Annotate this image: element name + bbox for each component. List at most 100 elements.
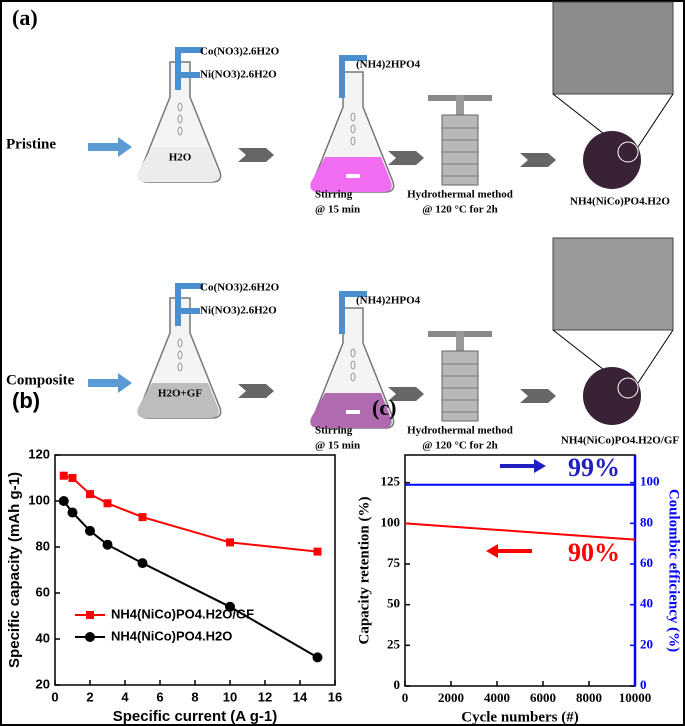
y2-tick-label: 60: [640, 555, 653, 570]
legend-label: NH4(NiCo)PO4.H2O/GF: [111, 606, 254, 621]
chevron: [388, 387, 424, 401]
y-tick-label: 100: [28, 492, 50, 507]
y-tick-label: 125: [381, 474, 401, 489]
chevron: [238, 384, 274, 398]
hydrothermal: @ 120 °C for 2h: [422, 440, 498, 452]
hydrothermal: @ 120 °C for 2h: [422, 204, 498, 216]
hydrothermal: Hydrothermal method: [407, 189, 513, 201]
legend-marker: [86, 611, 94, 619]
x-tick-label: 2000: [438, 690, 464, 705]
stir-bar: [346, 410, 360, 414]
y-axis-label: Capacity retention (%): [356, 496, 372, 644]
stir-bar: [346, 174, 360, 178]
marker: [313, 547, 322, 556]
autoclave-body: [441, 114, 479, 186]
marker: [102, 539, 113, 550]
y2-axis-label: Coulombic efficiency (%): [666, 489, 682, 652]
x-tick-label: 6: [156, 689, 163, 704]
flask-mark: [177, 126, 183, 136]
chart: (b) 0 2 4 6 8 10 12 14 16 20 40 60 80 100 120 Specific c…: [6, 388, 342, 725]
flask-mark: [350, 136, 356, 146]
stirring: Stirring: [315, 425, 353, 437]
y-tick-label: 100: [381, 514, 401, 529]
marker: [68, 474, 77, 482]
flask-mark: [177, 350, 183, 360]
arrow-head: [534, 459, 546, 473]
x-tick-label: 10: [223, 689, 237, 704]
plot-frame: [54, 454, 336, 686]
sem-image: [552, 1, 674, 95]
y-tick-label: 0: [394, 677, 401, 692]
flask-content: H2O: [169, 152, 192, 164]
autoclave-body: [441, 350, 479, 422]
reagent: Ni(NO3)2.6H2O: [200, 69, 277, 81]
y2-tick-label: 100: [640, 474, 660, 489]
x-axis-label: Specific current (A g-1): [113, 708, 277, 725]
annotation: 99%: [568, 453, 620, 482]
product-sphere: [583, 367, 641, 425]
stirring: @ 15 min: [315, 204, 360, 216]
zoom-line: [635, 329, 674, 387]
autoclave-stem: [456, 95, 464, 115]
flask-mark: [350, 360, 356, 370]
flask-mark: [177, 338, 183, 348]
flask-mark: [350, 372, 356, 382]
additive: (NH4)2HPO4: [356, 295, 421, 307]
marker: [67, 507, 78, 518]
marker: [58, 496, 69, 506]
additive: (NH4)2HPO4: [356, 59, 421, 71]
flask-mark: [350, 124, 356, 134]
x-tick-label: 4: [121, 689, 129, 704]
chart: (c)0 2000 4000 6000 8000 10000025507510012502…: [356, 395, 681, 725]
hydrothermal: Hydrothermal method: [407, 425, 513, 437]
marker: [226, 538, 234, 547]
liquid: [137, 383, 219, 418]
y-tick-label: 60: [36, 584, 50, 599]
row-label: Pristine: [6, 136, 56, 152]
y-tick-label: 50: [387, 596, 400, 611]
arrow-head: [486, 544, 498, 558]
flask-mark: [350, 348, 356, 358]
x-tick-label: 0: [51, 689, 58, 704]
flask-mark: [177, 362, 183, 372]
marker: [137, 558, 148, 569]
panel-label: (a): [12, 5, 38, 30]
product: NH4(NiCo)PO4.H2O/GF: [561, 435, 680, 447]
plot-frame: [404, 454, 636, 687]
product: NH4(NiCo)PO4.H2O: [570, 196, 670, 208]
x-tick-label: 10000: [619, 690, 652, 705]
legend-label: NH4(NiCo)PO4.H2O: [111, 628, 232, 643]
y-tick-label: 25: [387, 636, 401, 651]
y-tick-label: 80: [36, 538, 50, 553]
product-sphere: [583, 131, 641, 189]
x-tick-label: 16: [328, 689, 342, 704]
flask-mark: [350, 112, 356, 122]
zoom-spot: [617, 377, 639, 399]
zoom-line: [635, 93, 674, 151]
chevron: [520, 153, 556, 167]
flask-content: H2O+GF: [158, 388, 202, 400]
flask-mark: [177, 102, 183, 112]
y2-tick-label: 80: [640, 514, 653, 529]
stirring: @ 15 min: [315, 440, 360, 452]
pipe: [339, 55, 367, 98]
y2-tick-label: 40: [640, 596, 653, 611]
chevron: [520, 389, 556, 403]
pipe: [339, 291, 367, 334]
marker: [103, 499, 112, 508]
legend-marker: [85, 632, 95, 642]
x-tick-label: 6000: [530, 690, 556, 705]
x-tick-label: 8000: [576, 690, 602, 705]
x-tick-label: 4000: [484, 690, 510, 705]
chevron: [238, 148, 274, 162]
panel-label: (b): [12, 388, 40, 413]
panel-label: (c): [372, 395, 396, 420]
x-axis-label: Cycle numbers (#): [461, 709, 578, 725]
zoom-spot: [617, 141, 639, 163]
input-arrow: [88, 373, 132, 393]
y-tick-label: 75: [387, 555, 401, 570]
marker: [225, 601, 235, 612]
reagent: Co(NO3)2.6H2O: [200, 282, 280, 294]
